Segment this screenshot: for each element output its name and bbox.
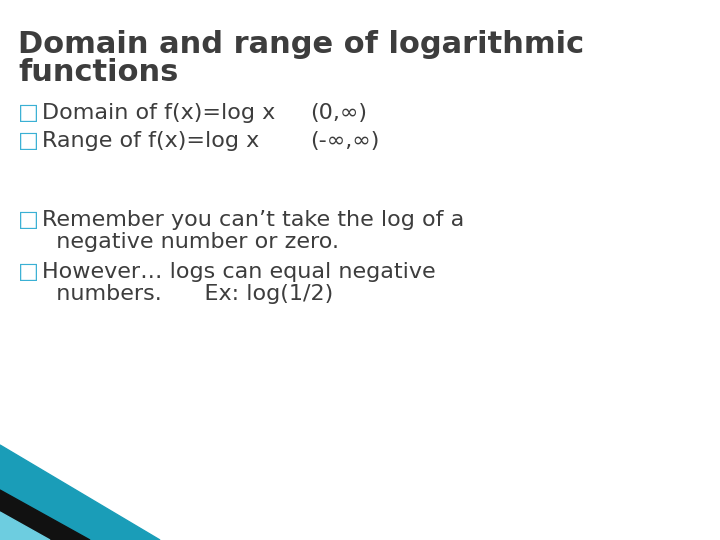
Text: □: □ [18, 103, 39, 123]
Text: □: □ [18, 262, 39, 282]
Text: negative number or zero.: negative number or zero. [42, 232, 339, 252]
Polygon shape [0, 490, 90, 540]
Text: (0,∞): (0,∞) [310, 103, 367, 123]
Text: (-∞,∞): (-∞,∞) [310, 131, 379, 151]
Text: functions: functions [18, 58, 179, 87]
Text: However… logs can equal negative: However… logs can equal negative [42, 262, 436, 282]
Text: □: □ [18, 210, 39, 230]
Text: □: □ [18, 131, 39, 151]
Text: Domain and range of logarithmic: Domain and range of logarithmic [18, 30, 584, 59]
Polygon shape [0, 445, 160, 540]
Text: Remember you can’t take the log of a: Remember you can’t take the log of a [42, 210, 464, 230]
Polygon shape [0, 512, 50, 540]
Text: Domain of f(x)=log x: Domain of f(x)=log x [42, 103, 275, 123]
Text: numbers.      Ex: log(1/2): numbers. Ex: log(1/2) [42, 284, 333, 304]
Text: Range of f(x)=log x: Range of f(x)=log x [42, 131, 259, 151]
